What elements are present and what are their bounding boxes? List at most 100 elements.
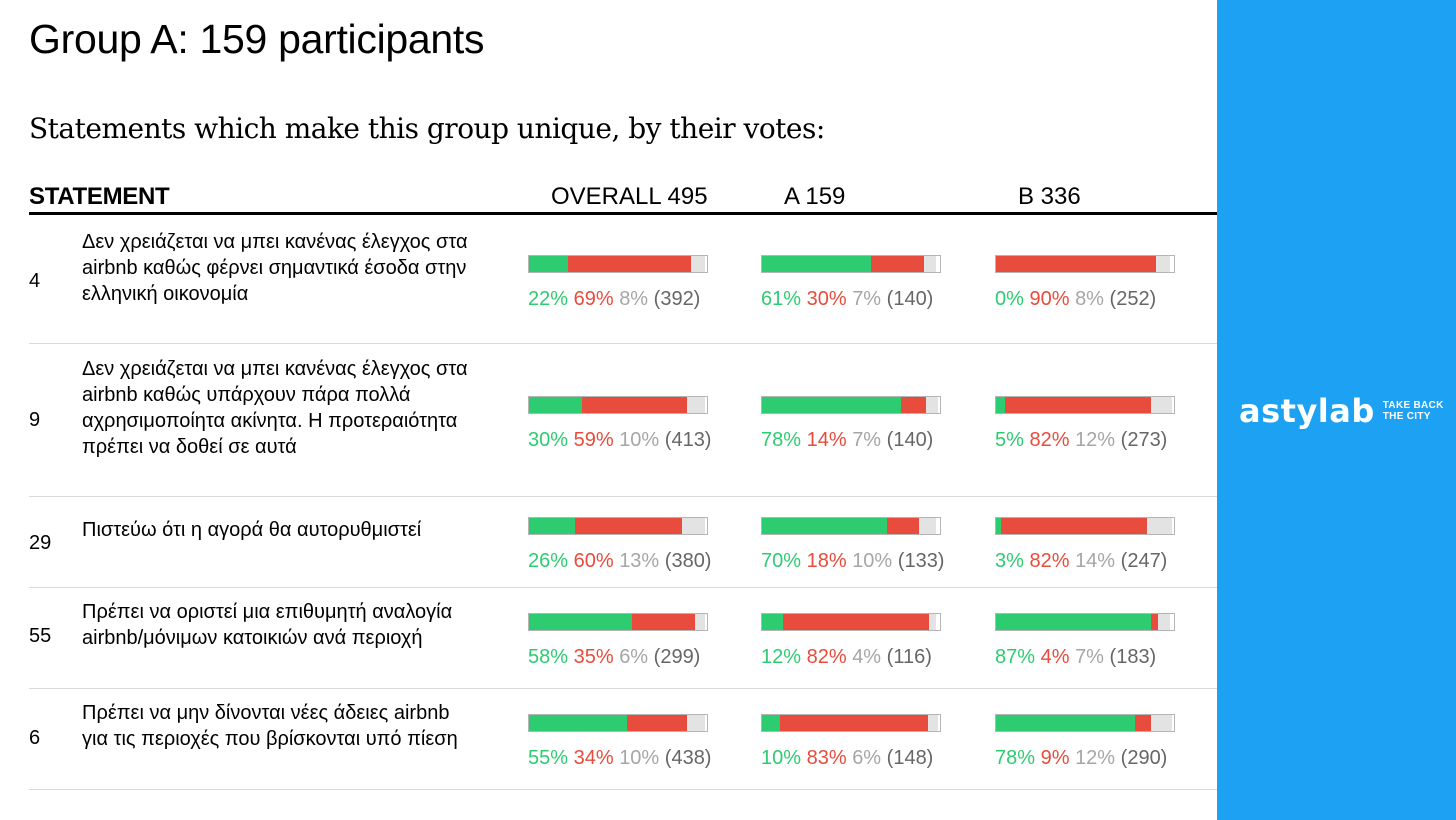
vote-count: (133)	[897, 550, 945, 572]
disagree-percent: 69%	[573, 288, 614, 310]
vote-percentages-b: 87% 4% 7% (183)	[995, 646, 1156, 669]
agree-percent: 10%	[761, 747, 802, 769]
vote-count: (392)	[653, 288, 701, 310]
pass-percent: 4%	[852, 646, 882, 668]
vote-count: (148)	[886, 747, 934, 769]
statement-id: 4	[29, 270, 41, 292]
agree-percent: 78%	[761, 429, 802, 451]
statement-id: 9	[29, 409, 41, 431]
pass-segment	[1150, 397, 1173, 413]
vote-bar-b	[995, 517, 1175, 535]
disagree-percent: 83%	[806, 747, 847, 769]
vote-bar-a	[761, 517, 941, 535]
brand-logo: astylab TAKE BACK THE CITY	[1239, 392, 1444, 430]
agree-percent: 58%	[528, 646, 569, 668]
agree-segment	[529, 256, 569, 272]
disagree-segment	[582, 397, 688, 413]
vote-count: (247)	[1120, 550, 1168, 572]
pass-segment	[927, 715, 939, 731]
vote-percentages-overall: 58% 35% 6% (299)	[528, 646, 700, 669]
disagree-percent: 4%	[1040, 646, 1070, 668]
agree-segment	[996, 518, 1002, 534]
header-statement: STATEMENT	[29, 183, 170, 210]
brand-tagline-line-2: THE CITY	[1382, 411, 1431, 422]
pass-percent: 14%	[1075, 550, 1116, 572]
statement-text: Πρέπει να μην δίνονται νέες άδειες airbn…	[82, 702, 458, 750]
table-row: 4 Δεν χρειάζεται να μπει κανένας έλεγχος …	[29, 215, 1217, 344]
pass-percent: 6%	[852, 747, 882, 769]
brand-tagline-line-1: TAKE BACK	[1382, 400, 1444, 411]
disagree-percent: 14%	[806, 429, 847, 451]
agree-percent: 12%	[761, 646, 802, 668]
pass-segment	[1157, 614, 1171, 630]
statement-text: Δεν χρειάζεται να μπει κανένας έλεγχος σ…	[82, 231, 468, 305]
disagree-segment	[626, 715, 688, 731]
pass-percent: 8%	[1075, 288, 1104, 310]
disagree-percent: 82%	[806, 646, 847, 668]
pass-percent: 12%	[1075, 429, 1116, 451]
disagree-segment	[575, 518, 683, 534]
page-subtitle: Statements which make this group unique,…	[29, 112, 825, 145]
disagree-segment	[900, 397, 926, 413]
vote-bar-b	[995, 396, 1175, 414]
agree-percent: 70%	[761, 550, 802, 572]
vote-count: (273)	[1120, 429, 1168, 451]
vote-count: (438)	[664, 747, 712, 769]
disagree-segment	[1001, 518, 1148, 534]
disagree-segment	[779, 715, 928, 731]
pass-percent: 7%	[1075, 646, 1104, 668]
pass-segment	[925, 397, 939, 413]
brand-name: astylab	[1239, 392, 1375, 430]
agree-segment	[762, 256, 871, 272]
statement-text: Πρέπει να οριστεί μια επιθυμητή αναλογία…	[82, 601, 453, 649]
vote-count: (252)	[1109, 288, 1157, 310]
pass-segment	[687, 715, 706, 731]
agree-percent: 30%	[528, 429, 569, 451]
vote-bar-a	[761, 714, 941, 732]
disagree-segment	[783, 614, 930, 630]
header-rule	[29, 212, 1217, 215]
main-panel: Group A: 159 participants Statements whi…	[29, 16, 1217, 790]
vote-bar-overall	[528, 255, 708, 273]
pass-percent: 8%	[619, 288, 649, 310]
pass-percent: 6%	[619, 646, 649, 668]
agree-percent: 3%	[995, 550, 1024, 572]
disagree-percent: 34%	[573, 747, 614, 769]
brand-sidebar: astylab TAKE BACK THE CITY	[1217, 0, 1456, 820]
vote-percentages-b: 78% 9% 12% (290)	[995, 747, 1167, 770]
statement-id: 29	[29, 532, 52, 554]
agree-percent: 55%	[528, 747, 569, 769]
agree-percent: 26%	[528, 550, 569, 572]
vote-count: (380)	[664, 550, 712, 572]
pass-segment	[1150, 715, 1173, 731]
vote-percentages-overall: 22% 69% 8% (392)	[528, 288, 700, 311]
pass-segment	[1156, 256, 1171, 272]
agree-segment	[762, 715, 780, 731]
statement-id: 55	[29, 625, 52, 647]
pass-percent: 7%	[852, 429, 882, 451]
agree-percent: 87%	[995, 646, 1036, 668]
vote-percentages-a: 70% 18% 10% (133)	[761, 550, 944, 573]
disagree-percent: 60%	[573, 550, 614, 572]
agree-segment	[762, 614, 784, 630]
disagree-segment	[568, 256, 691, 272]
header-overall: OVERALL 495	[551, 183, 708, 210]
pass-segment	[690, 256, 706, 272]
vote-percentages-overall: 26% 60% 13% (380)	[528, 550, 711, 573]
vote-count: (413)	[664, 429, 712, 451]
agree-percent: 22%	[528, 288, 569, 310]
agree-percent: 61%	[761, 288, 802, 310]
header-group-b: B 336	[1018, 183, 1081, 210]
vote-bar-a	[761, 396, 941, 414]
agree-segment	[762, 518, 887, 534]
pass-percent: 10%	[852, 550, 893, 572]
pass-segment	[687, 397, 706, 413]
vote-bar-overall	[528, 517, 708, 535]
disagree-percent: 35%	[573, 646, 614, 668]
vote-percentages-a: 10% 83% 6% (148)	[761, 747, 933, 770]
pass-segment	[694, 614, 706, 630]
statement-text: Δεν χρειάζεται να μπει κανένας έλεγχος σ…	[82, 358, 468, 458]
table-row: 6 Πρέπει να μην δίνονται νέες άδειες airb…	[29, 689, 1217, 790]
disagree-percent: 59%	[573, 429, 614, 451]
agree-segment	[996, 715, 1135, 731]
